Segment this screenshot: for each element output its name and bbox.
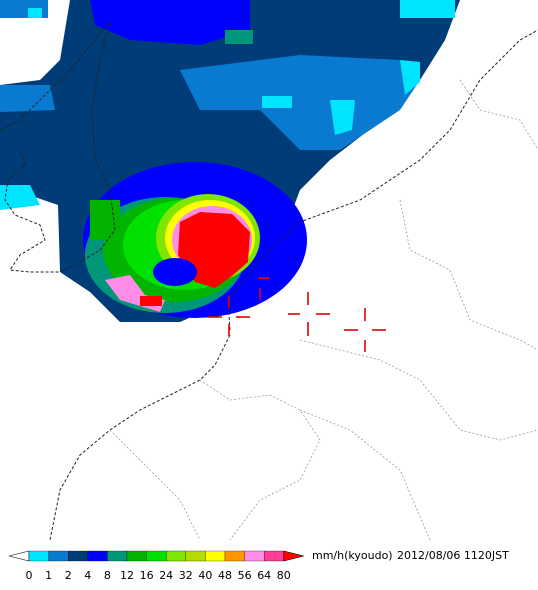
rain-area xyxy=(90,0,250,45)
radar-site-marks xyxy=(208,277,386,352)
boundary xyxy=(459,79,538,151)
legend-swatch xyxy=(107,550,128,562)
legend-tick-label: 4 xyxy=(84,569,91,582)
legend: mm/h(kyoudo) 2012/08/06 1120JST 0 1 2 4 8 12 1… xyxy=(8,549,509,582)
rain-area xyxy=(153,258,197,286)
rain-area xyxy=(0,85,55,112)
legend-tick-label: 32 xyxy=(179,569,193,582)
legend-swatch xyxy=(185,550,206,562)
rain-area xyxy=(90,200,120,240)
boundary xyxy=(109,429,201,541)
legend-swatch xyxy=(205,550,226,562)
legend-tick-label: 1 xyxy=(45,569,52,582)
legend-swatch xyxy=(244,550,265,562)
rain-area xyxy=(0,185,40,210)
legend-tick-label: 40 xyxy=(198,569,212,582)
coastline xyxy=(49,334,231,541)
legend-swatch xyxy=(264,550,284,562)
legend-unit: mm/h(kyoudo) xyxy=(312,549,393,562)
legend-timestamp: 2012/08/06 1120JST xyxy=(397,549,509,562)
boundary xyxy=(299,339,538,441)
legend-tick-label: 48 xyxy=(218,569,232,582)
legend-over-arrow xyxy=(283,550,304,562)
legend-tick-label: 2 xyxy=(65,569,72,582)
rain-area xyxy=(140,296,162,306)
legend-swatch xyxy=(28,550,49,562)
legend-swatch xyxy=(126,550,147,562)
rain-area xyxy=(262,96,292,108)
legend-swatch xyxy=(146,550,167,562)
rain-area xyxy=(400,0,455,18)
legend-swatch xyxy=(87,550,108,562)
legend-tick-label: 24 xyxy=(159,569,173,582)
map-area xyxy=(0,0,538,541)
rain-area xyxy=(400,60,420,95)
rain-area xyxy=(330,100,355,135)
legend-under-arrow xyxy=(8,550,30,562)
legend-swatch xyxy=(48,550,69,562)
legend-swatch xyxy=(166,550,186,562)
legend-swatch xyxy=(68,550,88,562)
coastline xyxy=(227,29,538,331)
rain-area xyxy=(225,30,253,44)
rain-area xyxy=(180,55,420,150)
boundary xyxy=(299,409,431,541)
legend-tick-label: 0 xyxy=(26,569,33,582)
coastline xyxy=(0,19,116,273)
legend-tick-label: 12 xyxy=(120,569,134,582)
legend-tick-label: 80 xyxy=(277,569,291,582)
legend-tick-label: 16 xyxy=(140,569,154,582)
legend-tick-label: 8 xyxy=(104,569,111,582)
legend-tick-label: 56 xyxy=(238,569,252,582)
rain-area xyxy=(28,8,42,18)
legend-tick-label: 64 xyxy=(257,569,271,582)
legend-swatch xyxy=(224,550,245,562)
